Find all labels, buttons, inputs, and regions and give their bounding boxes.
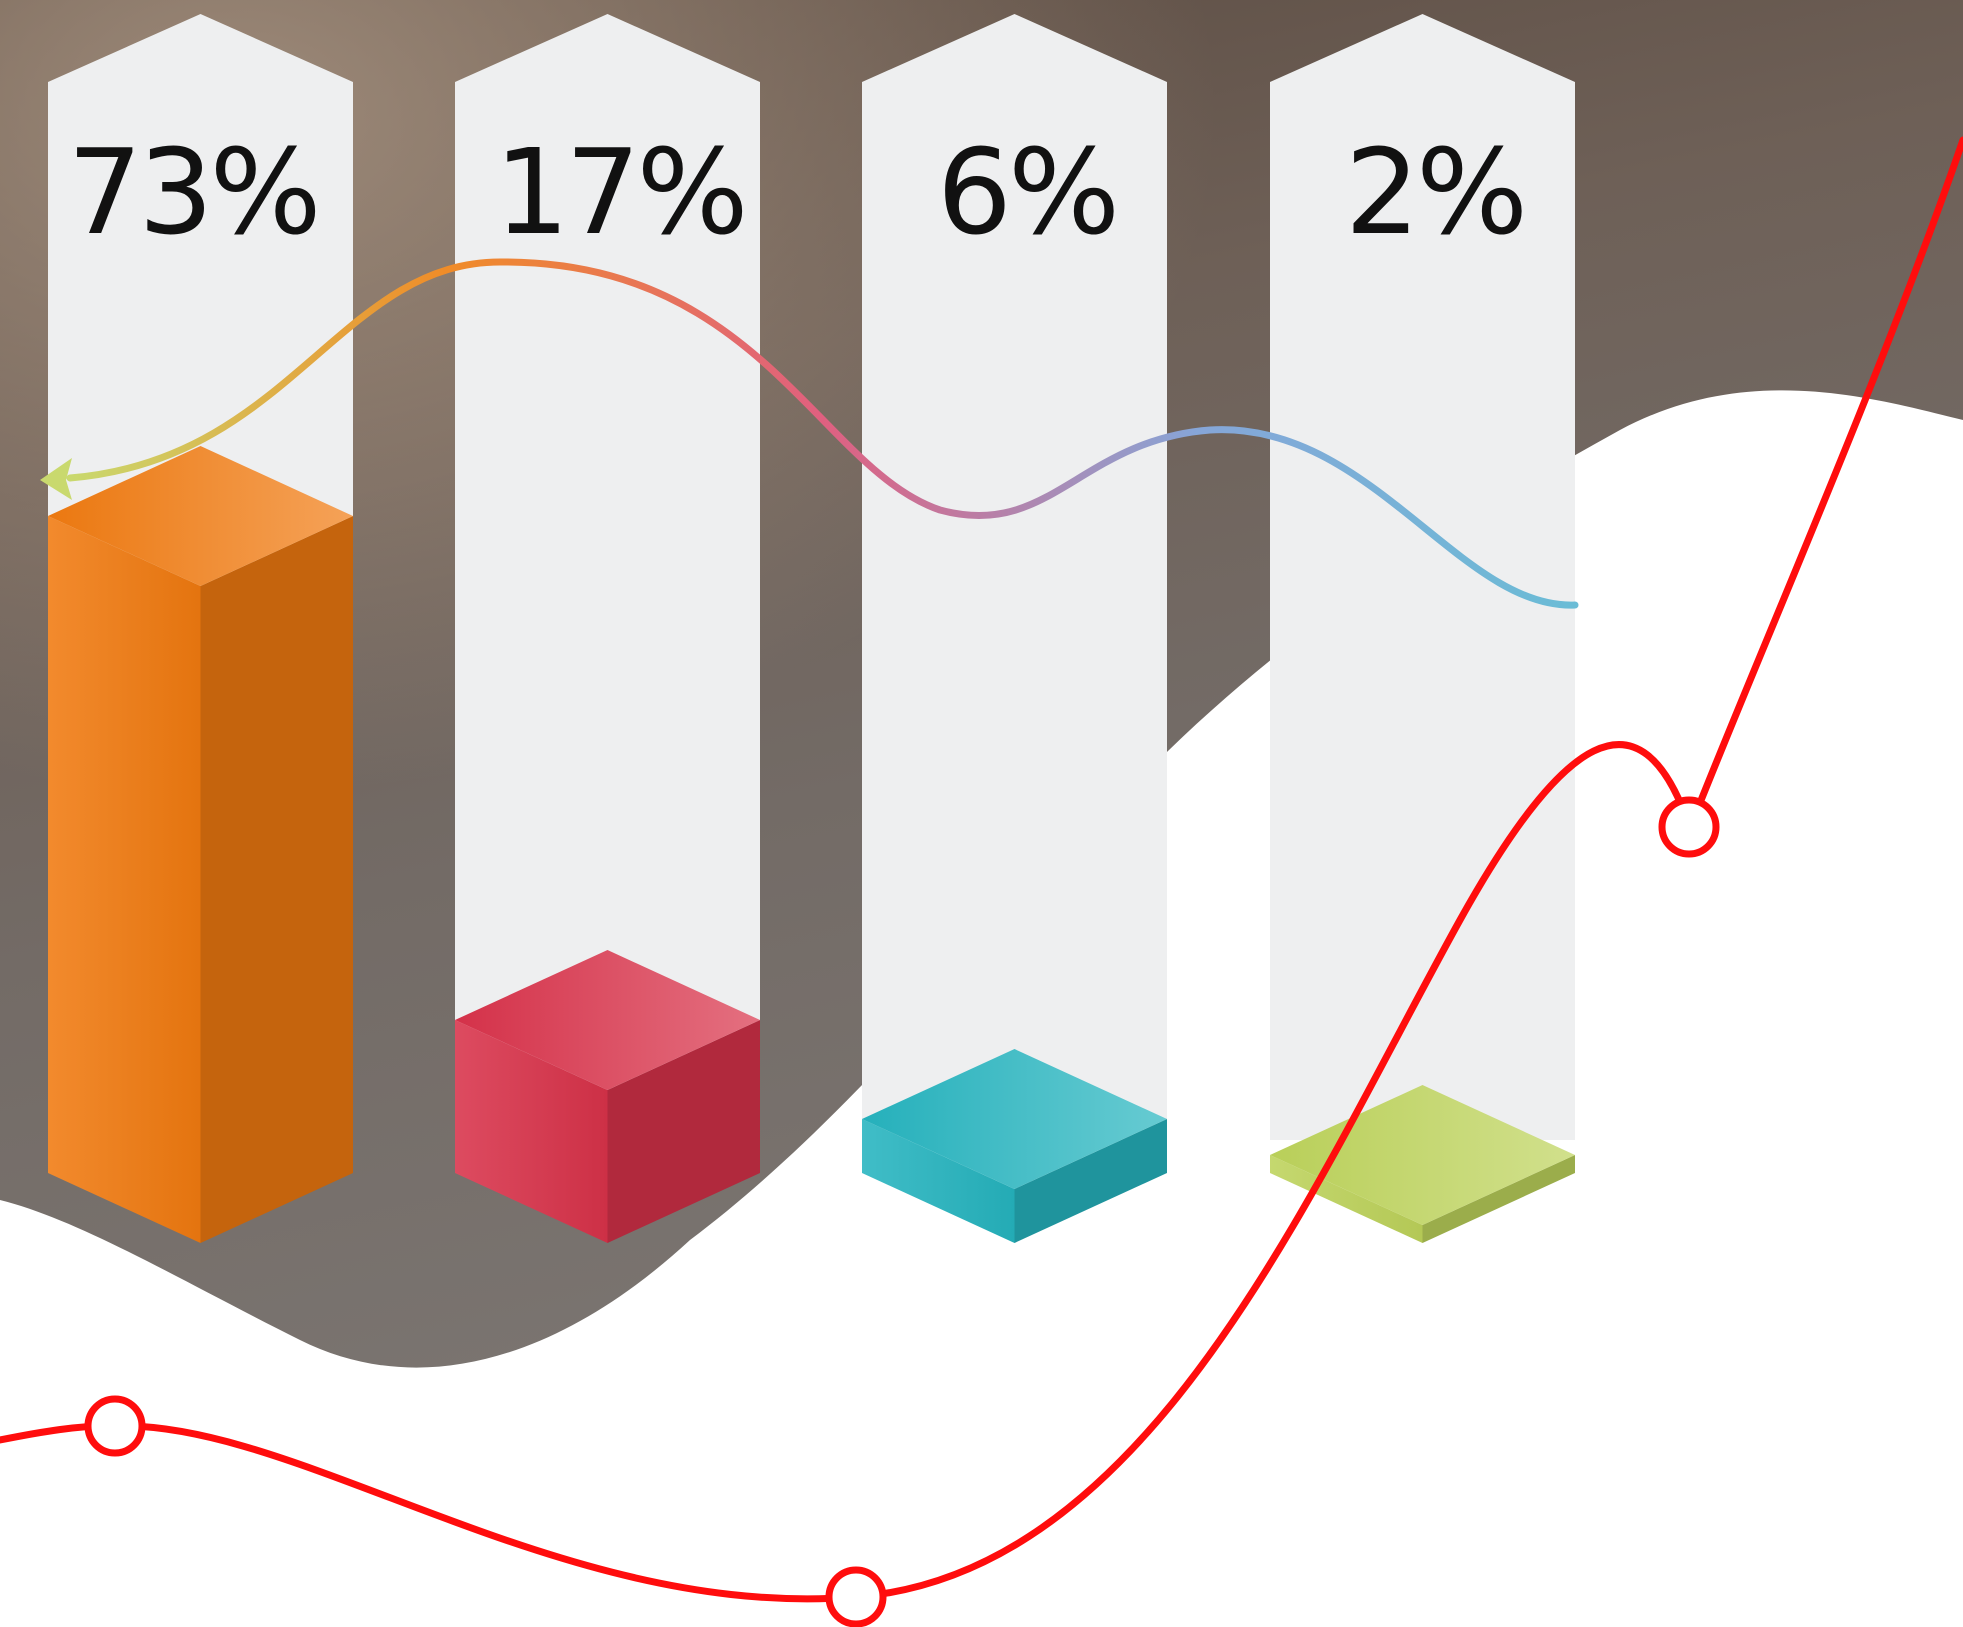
gradient-wave-line	[66, 258, 1579, 609]
red-trend-line	[0, 136, 1963, 1627]
bar-3-top-face	[862, 1049, 1167, 1189]
trend-marker-3	[1658, 796, 1720, 858]
bar-column-2: 17%	[455, 14, 760, 1243]
bar-4-right-face	[1422, 1155, 1575, 1243]
column-background-3	[862, 14, 1167, 1140]
gradient-wave-arrow	[40, 258, 1579, 609]
bar-1-right-face	[200, 516, 353, 1243]
bar-2-right-face	[607, 1020, 760, 1243]
bar-column-1: 73%	[48, 14, 353, 1243]
bar-2-left-face	[455, 1020, 608, 1243]
bar-4-left-face	[1270, 1155, 1423, 1243]
bar-2-value-label: 17%	[494, 123, 744, 261]
wave-arrowhead-icon	[40, 458, 72, 500]
bar-2-top-face	[455, 950, 760, 1090]
column-background-2	[455, 14, 760, 1140]
bar-column-4: 2%	[1270, 14, 1575, 1243]
bar-3-right-face	[1014, 1119, 1167, 1243]
bar-4-top-face	[1270, 1085, 1575, 1225]
bar-1-top-face	[48, 446, 353, 586]
bar-1-value-label: 73%	[67, 123, 317, 261]
trend-marker-2	[825, 1566, 887, 1627]
trend-marker-1	[84, 1395, 146, 1457]
bar-4-value-label: 2%	[1345, 123, 1524, 261]
bar-column-3: 6%	[862, 14, 1167, 1243]
bar-3-left-face	[862, 1119, 1015, 1243]
red-trend-path	[0, 136, 1963, 1603]
bar-1-left-face	[48, 516, 201, 1243]
bar-columns: 73% 17% 6% 2%	[48, 14, 1575, 1243]
bar-3-value-label: 6%	[937, 123, 1116, 261]
